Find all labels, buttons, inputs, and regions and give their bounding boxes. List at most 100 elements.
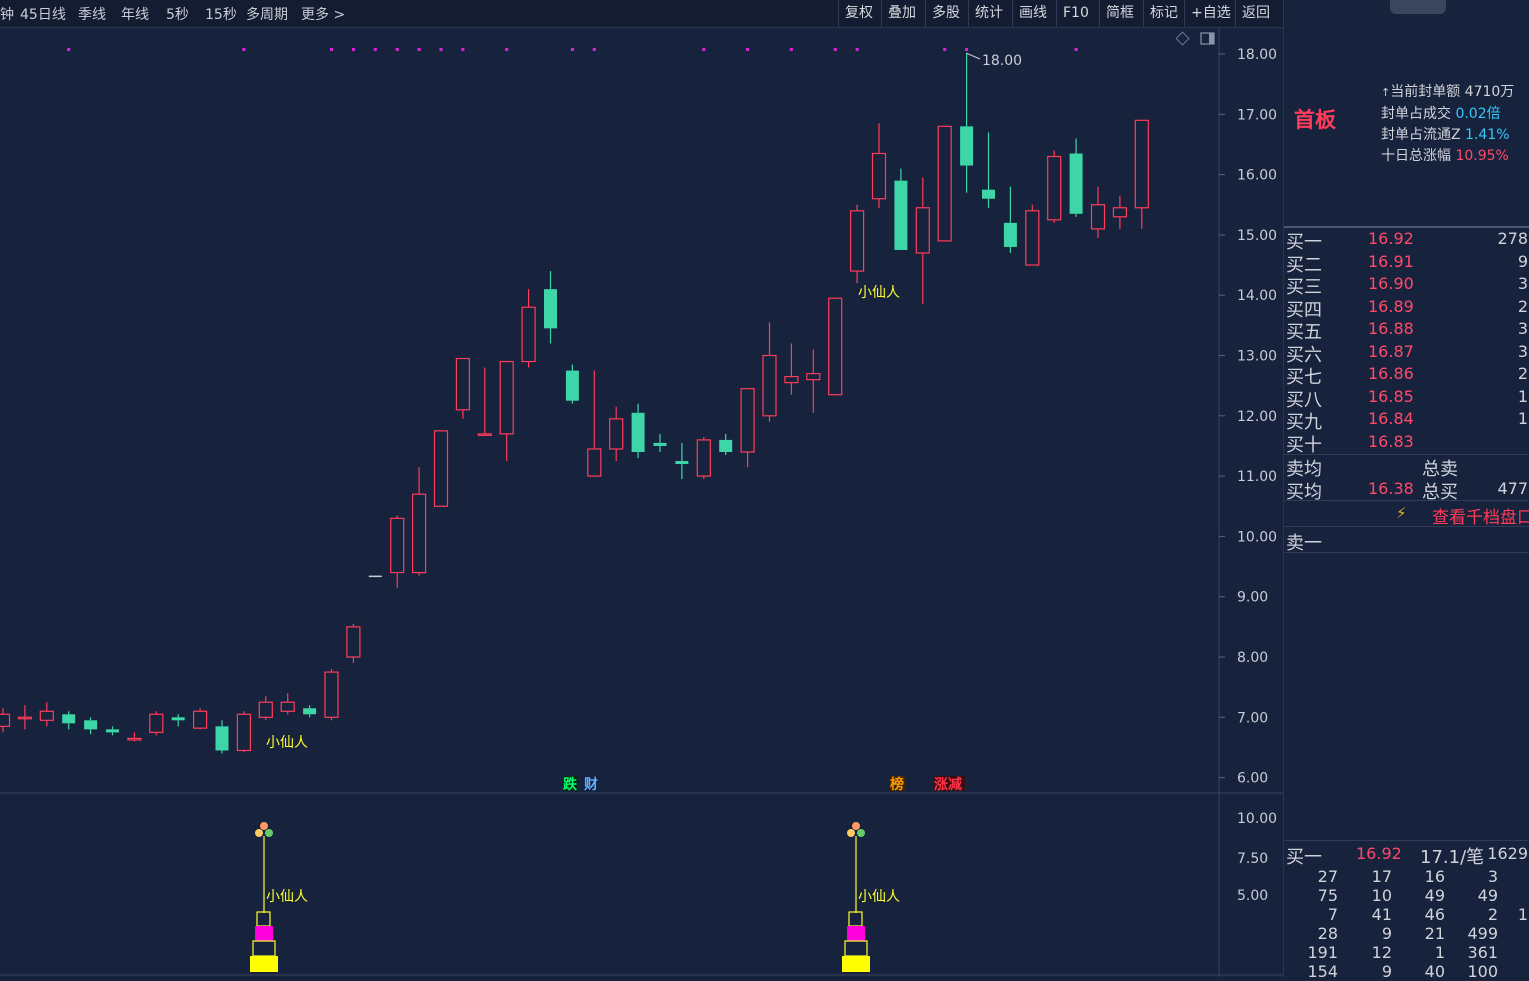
bid-price[interactable]: 16.90 (1368, 274, 1414, 293)
candle (1047, 150, 1062, 223)
queue-cell: 7 (1327, 905, 1338, 924)
bid-price[interactable]: 16.86 (1368, 364, 1414, 383)
candle-body (1069, 153, 1083, 214)
candle (0, 708, 11, 733)
bid-price[interactable]: 16.88 (1368, 319, 1414, 338)
period-tab-15s[interactable]: 15秒 (205, 7, 237, 23)
bid-price[interactable]: 16.87 (1368, 341, 1414, 361)
period-tab-5s[interactable]: 5秒 (166, 7, 189, 23)
candle-series (0, 54, 1149, 754)
tool-stats-button[interactable]: 统计 (968, 0, 1009, 27)
bid-price[interactable]: 16.92 (1368, 229, 1414, 248)
bid-price[interactable]: 16.89 (1368, 296, 1414, 316)
candle-body (412, 493, 427, 574)
candle (631, 403, 645, 459)
seal-row-1: ↑当前封单额 4710万 (1381, 84, 1515, 100)
bid-label: 买五 (1286, 322, 1322, 343)
candle (1134, 119, 1149, 229)
signal-dot (242, 48, 246, 51)
queue-cell: 191 (1307, 943, 1338, 962)
signal-dot (67, 48, 71, 51)
thousand-depth-link[interactable]: 查看千档盘口 (1432, 508, 1529, 528)
candle-body (39, 710, 54, 721)
queue-row: 191 12 1 361 (1284, 943, 1529, 962)
bid-price[interactable]: 16.83 (1368, 431, 1414, 451)
candle-body (740, 388, 755, 453)
candle (412, 467, 427, 576)
queue-cell: 17 (1371, 867, 1392, 886)
queue-cell: 2 (1487, 905, 1498, 924)
event-marker-reduce[interactable]: 涨减 (934, 776, 962, 793)
candle-body (215, 726, 229, 751)
signal-dot (417, 48, 421, 51)
period-tab-minute[interactable]: 钟 (0, 7, 14, 23)
queue-cell: 9 (1381, 924, 1392, 943)
price-tick-label: 13.00 (1237, 349, 1277, 365)
candle-body (324, 671, 339, 718)
tool-add-favorite-button[interactable]: +自选 (1184, 0, 1237, 27)
price-tick-label: 11.00 (1237, 469, 1277, 485)
seal-ratio-value: 0.02倍 (1455, 106, 1501, 122)
kline-chart[interactable]: 18.00 17.00 16.00 15.00 14.00 13.00 12.00 11.00… (0, 28, 1283, 977)
tool-overlay-button[interactable]: 叠加 (881, 0, 922, 27)
candle (193, 708, 208, 730)
tool-mark-button[interactable]: 标记 (1143, 0, 1184, 27)
signal-dot (789, 48, 793, 51)
divider (1284, 454, 1529, 455)
candle-body (193, 710, 208, 729)
candle-body (1134, 119, 1149, 209)
tool-back-button[interactable]: 返回 (1235, 0, 1276, 27)
candle-body (368, 575, 382, 578)
candle (915, 177, 930, 305)
signal-dot (965, 48, 969, 51)
tool-fuquan-button[interactable]: 复权 (838, 0, 879, 27)
period-tab-year[interactable]: 年线 (121, 7, 149, 23)
bid-price[interactable]: 16.85 (1368, 386, 1414, 406)
signal-dot-row (67, 48, 1078, 51)
signal-dot (461, 48, 465, 51)
bid-volume: 3 (1517, 319, 1528, 338)
seal-row-4: 十日总涨幅 10.95% (1381, 148, 1509, 164)
period-tab-45day[interactable]: 45日线 (20, 7, 66, 23)
queue-cell: 21 (1424, 924, 1445, 943)
candle-body (1112, 207, 1128, 218)
candle-body (609, 418, 624, 450)
queue-cell: 3 (1487, 867, 1498, 886)
queue-cell: 16 (1424, 867, 1445, 886)
signal-dot (570, 48, 574, 51)
tool-draw-button[interactable]: 画线 (1012, 0, 1053, 27)
period-tab-more[interactable]: 更多 > (301, 7, 346, 23)
queue-cell: 27 (1317, 867, 1338, 886)
tool-f10-button[interactable]: F10 (1056, 0, 1095, 27)
indicator-bar-yellow (842, 956, 870, 972)
bid-price[interactable]: 16.91 (1368, 251, 1414, 271)
event-marker-rank[interactable]: 榜 (890, 776, 904, 793)
diamond-icon[interactable] (1175, 31, 1190, 46)
bid-volume: 2 (1517, 364, 1528, 383)
event-marker-finance[interactable]: 财 (583, 776, 598, 793)
indicator-signal-1: 小仙人 (250, 822, 308, 972)
candle-body (894, 180, 908, 250)
total-buy-label: 总买 (1422, 482, 1458, 503)
flower-petal (265, 829, 273, 837)
queue-cell: 40 (1424, 962, 1445, 981)
candle-body (280, 701, 295, 712)
candle (719, 433, 733, 455)
period-tab-multi[interactable]: 多周期 (246, 7, 288, 23)
candle (565, 364, 579, 404)
event-marker-fall[interactable]: 跌 (563, 777, 578, 793)
price-tick-label: 15.00 (1237, 228, 1277, 244)
candle (587, 370, 602, 477)
bid-price[interactable]: 16.84 (1368, 409, 1414, 428)
panel-scroll-handle[interactable] (1390, 0, 1446, 14)
bid-label: 买二 (1286, 254, 1322, 276)
candle (236, 711, 251, 753)
period-tab-quarter[interactable]: 季线 (78, 7, 106, 23)
tool-simple-frame-button[interactable]: 简框 (1099, 0, 1140, 27)
queue-label: 买一 (1286, 847, 1322, 868)
candle-body (587, 448, 602, 477)
candle (455, 357, 470, 419)
tool-multistock-button[interactable]: 多股 (925, 0, 966, 27)
queue-cell: 75 (1317, 886, 1338, 905)
flower-icon (852, 822, 860, 830)
